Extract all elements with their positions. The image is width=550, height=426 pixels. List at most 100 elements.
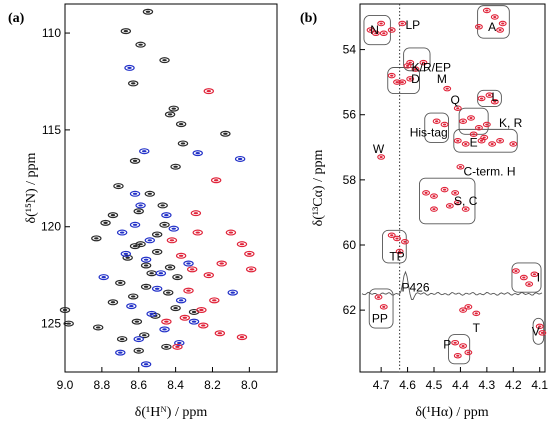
peak-red xyxy=(419,59,428,66)
panel-b-boxes xyxy=(363,5,545,365)
x-tick-label: 4.2 xyxy=(505,378,522,392)
peak-core-blue xyxy=(123,252,129,255)
peak-red xyxy=(432,118,441,124)
y-tick-label: 60 xyxy=(343,238,357,252)
peak-red xyxy=(469,131,478,138)
peak-red xyxy=(474,24,483,30)
y-tick-label: 120 xyxy=(41,220,61,234)
peak-core-black xyxy=(62,308,68,312)
projection-trace xyxy=(361,270,543,300)
peak-black xyxy=(129,243,141,250)
peak-red xyxy=(464,349,473,356)
peak-black xyxy=(129,157,141,164)
x-tick-label: 8.4 xyxy=(167,378,184,392)
peak-red xyxy=(245,266,257,273)
peak-core-black xyxy=(131,82,136,85)
peak-core-blue xyxy=(129,305,134,308)
peak-core-red xyxy=(413,68,418,71)
peak-black xyxy=(168,105,179,112)
peak-core-blue xyxy=(136,337,141,341)
peak-black xyxy=(59,307,71,314)
peak-red xyxy=(440,121,449,128)
peak-red xyxy=(456,164,465,170)
peak-red xyxy=(490,98,499,105)
peak-core-red xyxy=(206,90,211,93)
peak-red xyxy=(453,138,462,144)
peak-core-red xyxy=(493,16,497,19)
peak-core-red xyxy=(164,320,169,323)
peak-blue xyxy=(140,256,152,263)
peak-core-red xyxy=(466,305,470,308)
assignment-label: E xyxy=(470,135,478,149)
peak-black xyxy=(157,202,168,209)
peak-blue xyxy=(135,202,146,209)
peak-black xyxy=(220,130,231,137)
assignment-box xyxy=(511,262,542,293)
peak-core-blue xyxy=(177,341,182,345)
peak-core-black xyxy=(171,107,176,110)
peak-core-black xyxy=(131,295,136,298)
peak-core-red xyxy=(169,239,175,242)
peak-core-black xyxy=(95,326,101,329)
peak-core-red xyxy=(458,165,463,168)
peak-red xyxy=(398,79,407,85)
peak-red xyxy=(395,248,404,255)
peak-core-black xyxy=(145,10,151,13)
peak-core-red xyxy=(390,29,394,32)
peak-red xyxy=(377,20,386,27)
assignment-label: V xyxy=(532,324,540,338)
peak-core-blue xyxy=(154,287,160,290)
peak-core-red xyxy=(239,243,245,246)
peak-core-red xyxy=(190,268,195,271)
peak-core-black xyxy=(66,322,71,325)
assignment-label: Q xyxy=(450,93,459,107)
peak-core-black xyxy=(191,310,197,314)
assignment-box xyxy=(424,112,449,143)
peak-core-red xyxy=(212,299,217,302)
x-tick-label: 4.7 xyxy=(373,378,390,392)
peak-black xyxy=(163,289,174,296)
peak-core-red xyxy=(186,289,191,292)
peak-black xyxy=(140,283,152,290)
peak-core-red xyxy=(453,191,457,194)
assignment-box xyxy=(419,177,476,225)
peak-core-red xyxy=(213,179,219,182)
peak-red xyxy=(236,241,248,248)
peak-red xyxy=(411,66,420,72)
peak-red xyxy=(203,88,214,95)
peak-core-red xyxy=(195,231,200,234)
peak-red xyxy=(196,307,207,314)
peak-black xyxy=(128,80,139,87)
x-tick-label: 4.5 xyxy=(426,378,443,392)
peak-red xyxy=(485,92,494,98)
peak-core-blue xyxy=(101,275,106,279)
assignment-label: I xyxy=(537,271,540,285)
peak-core-red xyxy=(178,254,184,257)
peak-red xyxy=(214,330,226,337)
peak-black xyxy=(92,324,104,331)
peak-red xyxy=(183,287,194,294)
peak-red xyxy=(451,339,460,346)
peak-red xyxy=(459,118,468,124)
peak-black xyxy=(115,279,126,286)
peak-core-red xyxy=(405,64,410,67)
peak-red xyxy=(453,105,462,111)
peak-core-black xyxy=(143,264,149,267)
peak-black xyxy=(159,57,170,64)
peak-core-blue xyxy=(127,66,132,70)
peak-core-blue xyxy=(195,152,200,155)
peak-core-black xyxy=(164,345,169,348)
peak-blue xyxy=(161,212,172,219)
peak-red xyxy=(525,281,534,287)
peak-core-red xyxy=(477,126,481,129)
peak-core-red xyxy=(482,136,486,139)
x-tick-label: 8.6 xyxy=(130,378,147,392)
peak-core-red xyxy=(382,32,386,35)
panel-b-axes: 4.7 4.6 4.5 4.4 4.3 4.2 4.1 54 56 58 60 62 xyxy=(343,43,549,392)
peak-core-red xyxy=(398,250,402,253)
assignment-label: His-tag xyxy=(410,126,448,140)
peak-black xyxy=(170,163,181,170)
peak-blue xyxy=(129,221,141,228)
peak-core-black xyxy=(134,320,140,323)
peak-red xyxy=(451,190,460,196)
